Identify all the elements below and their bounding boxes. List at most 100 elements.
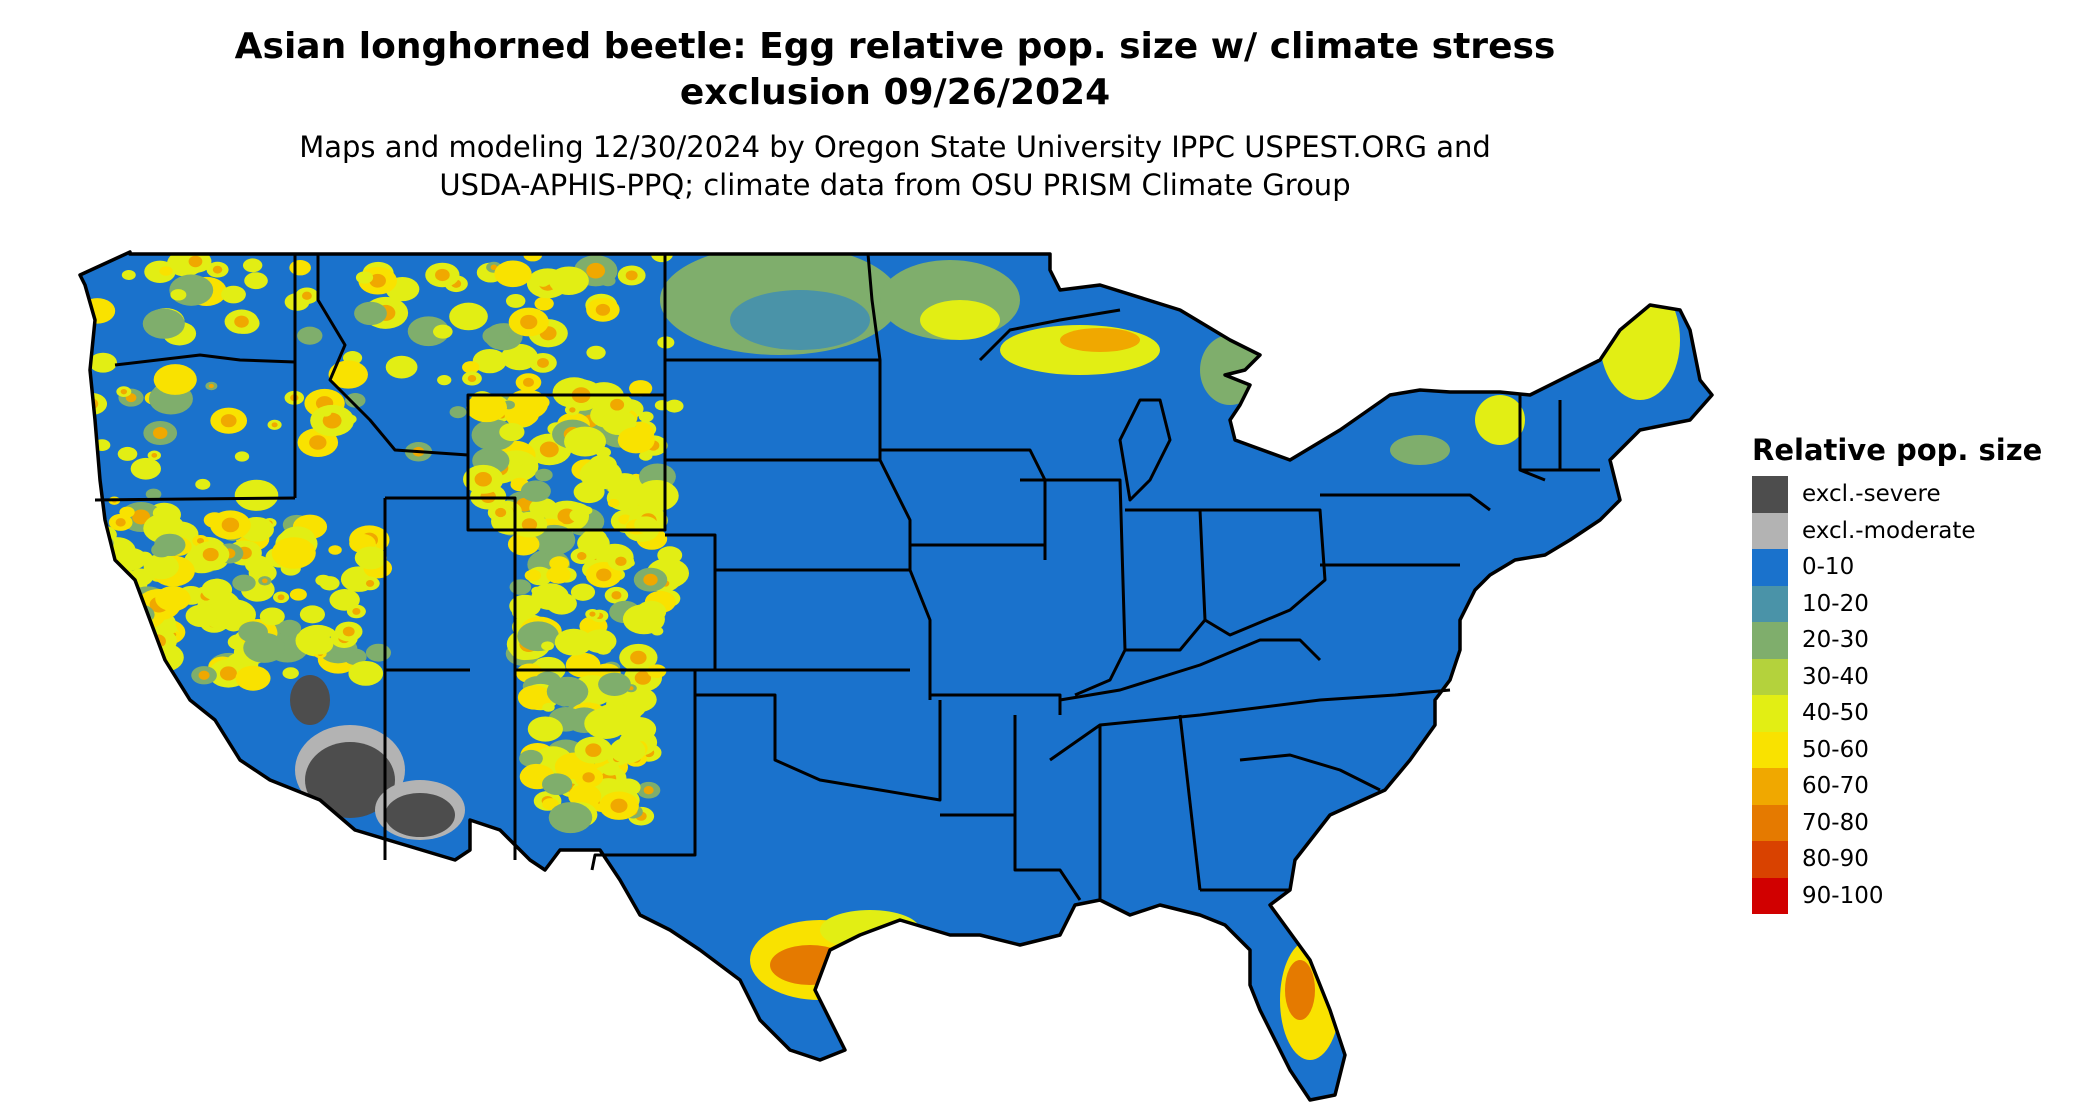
region-speckle [354,301,387,326]
legend-item: excl.-moderate [1752,512,2082,549]
legend-item: 40-50 [1752,695,2082,732]
region-speckle [328,360,368,389]
region-speckle [244,555,271,574]
region-speckle [101,656,122,670]
region-60-70 [115,518,126,527]
region-speckle [271,537,316,569]
region-speckle [85,658,129,690]
region-speckle [345,393,366,408]
region-60-70 [196,537,204,544]
region-speckle [110,584,138,605]
border-ia [880,448,1047,560]
border-ok-tx [695,693,942,802]
region-speckle [569,508,589,523]
region-60-70 [234,315,249,328]
region-speckle [639,451,653,461]
legend-item: 50-60 [1752,731,2082,768]
region-speckle [289,588,307,601]
region-speckle [124,730,141,742]
region-speckle [142,308,185,339]
region-60-70 [120,388,128,395]
region-speckle [407,316,450,347]
region-speckle [546,676,589,707]
region-20-30 [1200,335,1260,405]
region-60-70 [611,591,622,600]
border-oh [1200,508,1327,637]
region-speckle [116,624,155,652]
region-speckle [143,553,179,580]
region-speckle [437,374,452,386]
region-speckle [541,773,573,796]
border-tn-south [1049,688,1451,762]
region-60-70 [124,623,138,636]
region-speckle [228,612,240,621]
region-60-70 [151,452,158,458]
legend-item: 10-20 [1752,585,2082,622]
region-speckle [195,478,211,490]
region-speckle [548,802,593,834]
border-dakotas-mn [866,253,882,460]
legend-swatch [1752,731,1788,768]
region-speckle [100,607,115,618]
border-ga-sc [1239,753,1381,792]
region-speckle [617,426,655,454]
region-speckle [145,488,162,500]
region-speckle [433,324,453,339]
region-speckle [501,343,538,371]
region-speckle [499,422,525,442]
region-speckle [472,348,507,374]
legend-swatch [1752,804,1788,841]
region-speckle [132,717,154,734]
region-speckle [354,546,387,570]
border-or-ca-nv [94,496,296,502]
region-60-70 [474,472,492,487]
region-60-70 [596,568,612,582]
region-speckle [607,498,620,508]
region-speckle [80,693,123,724]
region-speckle [80,580,113,613]
region-speckle [517,685,553,710]
legend-swatch [1752,768,1788,805]
region-speckle [609,737,646,764]
region-speckle [665,399,684,413]
legend-swatch [1752,622,1788,659]
region-60-70 [107,659,116,667]
border-wa-or [114,353,296,367]
legend-swatch [1752,476,1788,513]
region-60-70 [104,609,111,615]
region-60-70 [643,786,654,795]
region-speckle [116,644,143,664]
region-speckle [534,296,554,311]
region-60-70 [634,671,652,685]
region-speckle [98,623,118,638]
region-speckle [137,733,177,761]
region-70-80 [1285,960,1315,1020]
legend-label: 30-40 [1802,663,1869,690]
region-excl-severe [305,742,395,818]
region-speckle [598,672,631,697]
region-speckle [242,258,263,273]
legend-swatch [1752,658,1788,695]
region-60-70 [271,422,278,428]
region-speckle [533,524,576,556]
region-excl-severe [290,675,330,725]
region-speckle [299,605,326,624]
region-speckle [104,624,134,645]
border-mo-west [878,459,932,700]
region-40-50 [1475,395,1525,445]
region-speckle [519,749,543,767]
region-60-70 [104,627,113,634]
border-colorado [513,530,717,672]
region-speckle [161,716,192,738]
region-60-70 [277,594,285,601]
map-title-line-1: Asian longhorned beetle: Egg relative po… [234,26,1556,67]
region-60-70 [582,772,595,783]
region-speckle [568,784,602,808]
region-60-70 [219,666,237,681]
region-speckle [127,647,145,660]
region-speckle [107,710,135,730]
region-speckle [329,589,360,611]
region-speckle [238,621,268,643]
region-speckle [94,732,136,762]
region-speckle [509,579,532,595]
